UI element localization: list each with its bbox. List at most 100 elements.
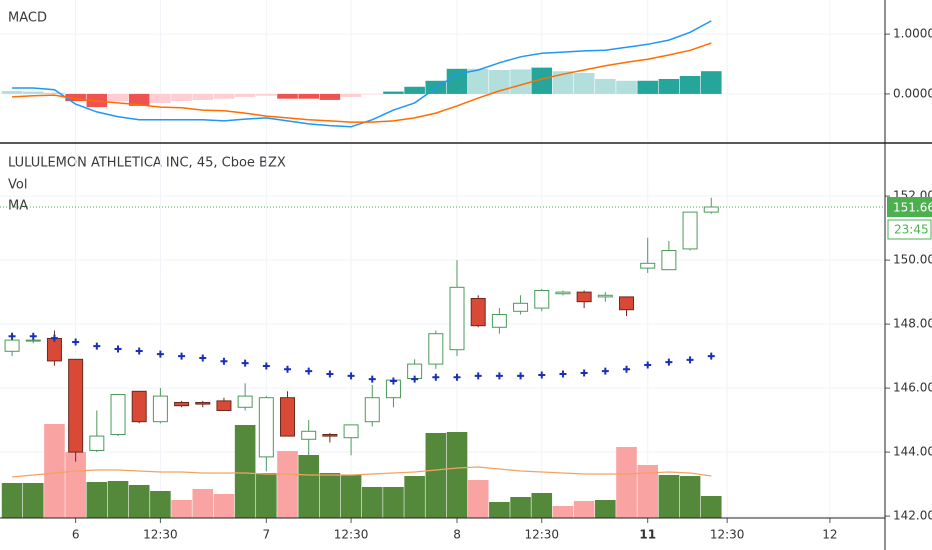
histogram-bar [616,80,637,94]
histogram-bar [150,93,171,103]
sar-point [241,359,249,367]
candle-body [640,262,656,269]
candle-body [110,393,126,435]
macd-title: MACD [8,11,47,26]
volume-bar [319,473,341,518]
countdown-box [887,219,932,240]
x-tick-label: 12 [822,528,837,542]
countdown-label: 23:45 [894,222,929,236]
sar-point [199,354,207,362]
volume-bar [107,481,129,518]
histogram-bar [22,91,44,94]
histogram-bar [340,93,362,97]
volume-bar [531,493,553,518]
volume-bar [700,496,722,518]
sar-point [474,372,482,380]
volume-ma-line [12,466,712,478]
volume-bar [234,425,256,518]
volume-bar [510,497,531,518]
chart-title: LULULEMON ATHLETICA INC, 45, Cboe BZX [8,156,286,171]
sar-point [93,342,101,350]
sar-point [8,332,16,340]
sar-point [326,370,334,378]
y-tick-label: 146.00 [893,381,932,395]
sar-point [623,365,631,373]
candle-body [4,339,20,352]
candle-body [258,397,274,458]
histogram-bar [361,93,383,95]
histogram-bar [573,72,595,94]
volume-bar [467,480,489,518]
volume-bar [383,487,404,518]
sar-point [411,375,419,383]
candle-body [343,424,359,439]
candle-body [513,302,529,312]
histogram-bar [595,78,616,94]
volume-bar [128,485,150,518]
sar-point [220,357,228,365]
histogram-bar [277,93,298,99]
candle-body [703,206,719,213]
sar-point [347,372,355,380]
volume-bar [213,494,235,518]
sar-point [538,371,546,379]
sar-point [389,377,397,385]
volume-bar [44,424,65,518]
candle-body [152,395,168,423]
volume-bar [361,487,383,518]
volume-bar [298,455,320,518]
last-price-label: 151.66 [893,200,932,214]
candle-body [216,400,232,411]
sar-point [72,338,80,346]
sar-point [517,372,525,380]
x-tick-label: 12:30 [143,528,178,542]
sar-point [580,369,588,377]
histogram-bar [234,93,256,97]
candle-body [491,314,507,328]
sar-point [262,362,270,370]
sar-point [135,347,143,355]
sar-point [665,358,673,366]
y-tick-label: 1.0000 [893,27,932,41]
volume-bar [446,432,468,518]
sar-point [432,373,440,381]
volume-bar [340,475,362,518]
candle-body [237,395,253,408]
volume-bar [65,452,86,518]
volume-bar [86,482,108,518]
x-tick-label: 6 [72,528,80,542]
x-tick-label: 11 [639,528,656,542]
histogram-bar [510,69,531,94]
candle-body [682,211,698,250]
x-tick-label: 12:30 [710,528,745,542]
candle-body [661,250,677,271]
volume-bar [573,501,595,518]
sar-point [156,350,164,358]
candle-body [195,401,211,405]
candle-body [25,339,41,342]
y-tick-label: 150.00 [893,253,932,267]
volume-bar [256,473,277,518]
candle-body [619,296,635,311]
x-tick-label: 12:30 [524,528,559,542]
sar-point [495,372,503,380]
histogram-bar [192,93,214,100]
volume-bar [22,483,44,518]
histogram-bar [213,93,235,99]
volume-bar [277,451,298,518]
candle-body [68,358,84,453]
sar-point [707,352,715,360]
candle-body [131,390,147,423]
candle-body [174,401,190,407]
sar-point [29,332,37,340]
sar-point [453,373,461,381]
volume-bar [192,489,214,518]
sar-point [305,367,313,375]
sar-point [178,352,186,360]
histogram-bar [531,67,553,94]
volume-bar [616,447,637,518]
volume-bar [679,476,701,518]
histogram-bar [658,78,680,94]
